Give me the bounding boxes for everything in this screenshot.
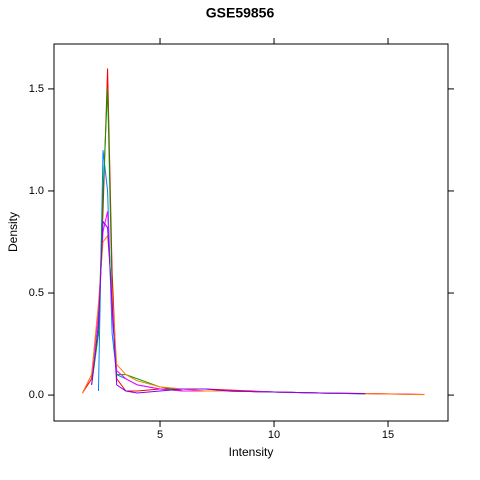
x-tick-label: 5 <box>157 429 163 441</box>
x-tick-label: 10 <box>268 429 280 441</box>
plot-frame <box>53 43 449 422</box>
y-tick-label: 1.5 <box>29 83 44 95</box>
density-line <box>82 68 425 395</box>
x-tick-label: 15 <box>382 429 394 441</box>
y-tick-label: 0.5 <box>29 287 44 299</box>
density-line <box>91 88 366 395</box>
density-line <box>91 220 366 395</box>
density-line <box>97 150 366 395</box>
chart-title: GSE59856 <box>206 5 275 21</box>
y-axis-title: Density <box>6 212 20 252</box>
density-line <box>82 234 425 396</box>
y-tick-label: 1.0 <box>29 185 44 197</box>
density-line <box>82 211 425 395</box>
x-axis-title: Intensity <box>229 445 274 459</box>
y-tick-label: 0.0 <box>29 389 44 401</box>
